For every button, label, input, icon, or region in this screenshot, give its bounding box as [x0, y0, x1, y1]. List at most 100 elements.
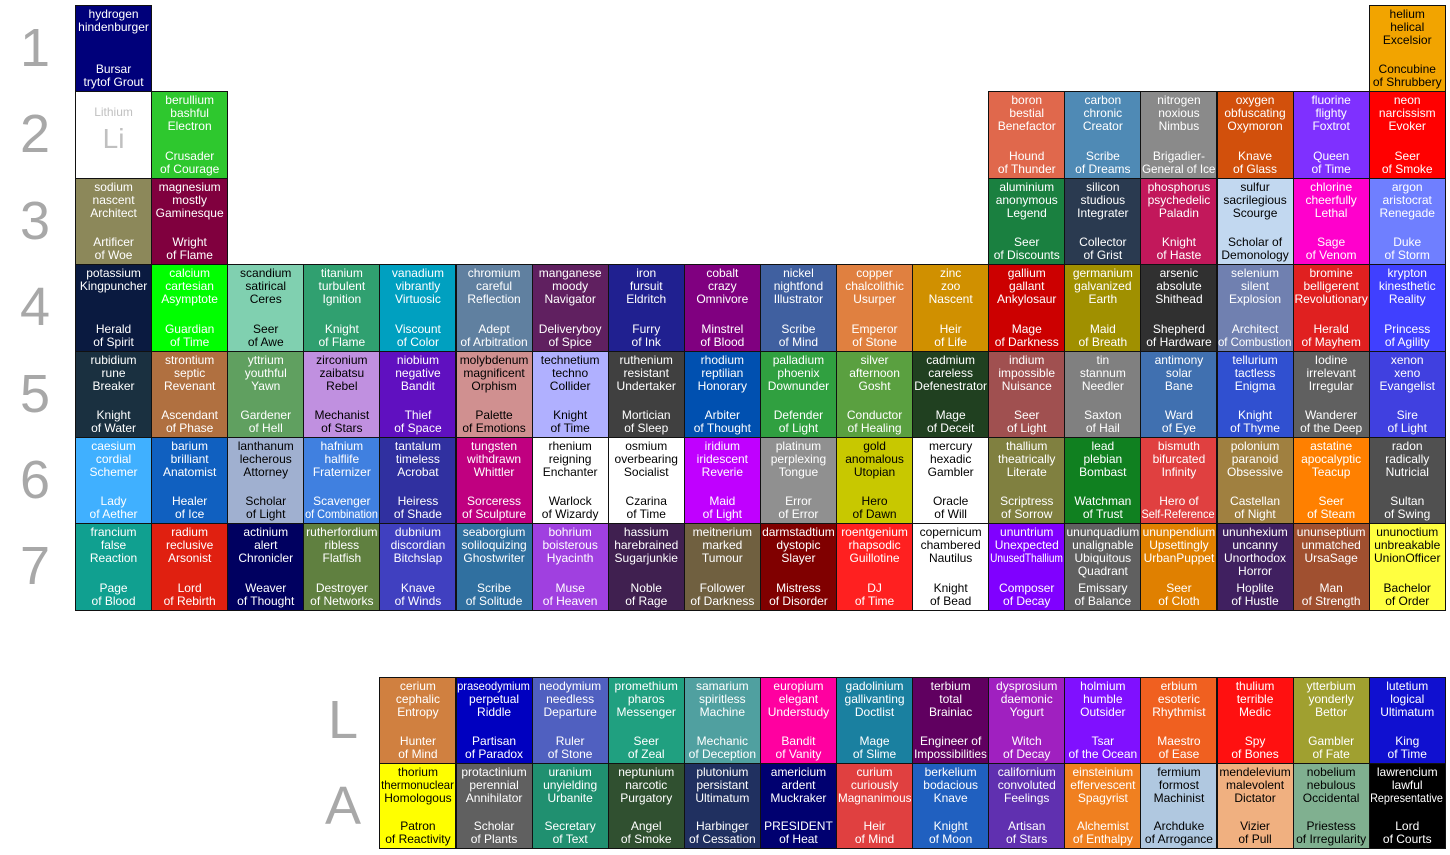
cell-bottom: Secretary of Text: [533, 820, 608, 846]
element-cell: nitrogen noxious Nimbus Brigadier- General o…: [1140, 91, 1218, 179]
cell-line: convoluted: [997, 777, 1056, 792]
cell-top: thallium theatrically Literate: [989, 440, 1064, 479]
cell-line: meitnerium: [692, 525, 753, 540]
element-cell: seaborgium soliloquizing Ghostwriter Scribe…: [455, 523, 533, 611]
cell-line: tantalum: [394, 439, 441, 453]
series-label: L: [327, 690, 359, 750]
cell-line: Mage: [935, 407, 966, 422]
cell-top: ununquadium unalignable Ubiquitous Quadrant: [1065, 526, 1140, 578]
cell-bottom: Composer of Decay: [989, 581, 1064, 608]
cell-line: palladium: [772, 352, 825, 367]
cell-line: bismuth: [1157, 439, 1200, 453]
cell-top: cerium cephalic Entropy: [380, 680, 455, 719]
element-cell: ununhexium uncanny Unorthodox Horror Hoplite…: [1216, 523, 1294, 611]
element-cell: europium elegant Understudy Bandit of Vanity: [759, 677, 837, 764]
cell-top: praseodymium perpetual Riddle: [457, 680, 532, 719]
cell-bottom: Scholar of Plants: [457, 820, 532, 846]
element-cell: ununpendium Upsettingly UrbanPuppet Seer of …: [1140, 523, 1218, 611]
cell-line: Gambler: [1308, 733, 1355, 748]
cell-line: Gardener: [240, 407, 292, 422]
cell-line: plutonium: [696, 764, 749, 779]
cell-line: of Darkness: [994, 334, 1059, 349]
element-cell: titanium turbulent Ignition Knight of Flame: [303, 264, 381, 352]
cell-line: Urbanite: [547, 790, 593, 805]
cell-line: Literate: [1006, 465, 1047, 479]
cell-line: radically: [1385, 452, 1430, 466]
cell-top: vanadium vibrantly Virtuosic: [380, 267, 455, 306]
element-cell: cerium cephalic Entropy Hunter of Mind: [379, 677, 457, 764]
cell-line: yonderly: [1308, 692, 1354, 706]
element-cell: osmium overbearing Socialist Czarina of Time: [607, 437, 685, 525]
cell-top: platinum perplexing Tongue: [761, 440, 836, 479]
cell-line: promethium: [614, 679, 678, 693]
cell-line: of Phase: [165, 420, 214, 435]
cell-line: plebian: [1083, 452, 1123, 466]
cell-line: Warlock: [548, 494, 592, 509]
cell-line: of Rage: [625, 593, 668, 608]
cell-line: Archduke: [1153, 819, 1205, 833]
cell-top: phosphorus psychedelic Paladin: [1141, 180, 1216, 220]
cell-line: cobalt: [706, 266, 739, 281]
cell-bottom: Mechanic of Deception: [685, 734, 760, 761]
cell-bottom: Harbinger of Cessation: [685, 820, 760, 846]
cell-line: of Flame: [166, 248, 213, 263]
cell-line: Chronicler: [238, 551, 294, 566]
cell-line: Hero of: [1159, 494, 1199, 509]
element-cell: neptunium narcotic Purgatory Angel of Smoke: [607, 762, 685, 849]
cell-line: UrbanPuppet: [1143, 551, 1215, 566]
cell-line: solar: [1165, 365, 1192, 380]
cell-line: Seer: [1014, 407, 1040, 422]
cell-line: Tsar: [1091, 733, 1115, 748]
cell-line: zinc: [939, 266, 962, 281]
element-cell: argon aristocrat Renegade Duke of Storm: [1368, 177, 1446, 266]
element-cell: sulfur sacrilegious Scourge Scholar of Demon…: [1216, 177, 1294, 266]
cell-line: Arbiter: [704, 407, 741, 422]
element-cell: thorium thermonuclear Homologous Patron of R…: [379, 762, 457, 849]
cell-line: osmium: [625, 439, 668, 453]
cell-line: hexadic: [929, 452, 972, 466]
element-cell: yttrium youthful Yawn Gardener of Hell: [227, 350, 305, 438]
cell-line: Needler: [1081, 378, 1124, 393]
cell-line: mendelevium: [1219, 764, 1291, 779]
cell-bottom: Scribe of Dreams: [1065, 149, 1140, 176]
cell-line: Knight: [553, 407, 588, 422]
cell-line: rubidium: [90, 352, 137, 367]
element-cell: caesium cordial Schemer Lady of Aether: [75, 437, 153, 525]
period-label: 7: [19, 536, 51, 597]
cell-line: antimony: [1154, 352, 1204, 367]
cell-line: of Light: [702, 507, 743, 522]
period-label: 3: [19, 190, 51, 251]
cell-line: Castellan: [1230, 494, 1281, 509]
element-cell: bohrium boisterous Hyacinth Muse of Heaven: [531, 523, 609, 611]
cell-line: psychedelic: [1147, 192, 1211, 207]
cell-line: Lady: [100, 494, 127, 509]
cell-line: of the Deep: [1300, 420, 1363, 435]
cell-line: of Hail: [1085, 420, 1120, 435]
cell-line: hafnium: [320, 439, 364, 453]
cell-bottom: Muse of Heaven: [533, 581, 608, 608]
cell-line: Princess: [1384, 321, 1431, 336]
cell-top: fermium formost Machinist: [1141, 765, 1216, 805]
cell-line: Weaver: [245, 580, 287, 595]
cell-line: Arsonist: [167, 551, 212, 566]
cell-line: Schemer: [89, 465, 138, 479]
cell-top: dysprosium daemonic Yogurt: [989, 680, 1064, 719]
cell-line: of Courage: [159, 161, 220, 176]
element-cell: magnesium mostly Gaminesque Wright of Flame: [151, 177, 229, 266]
cell-line: praseodymium: [457, 679, 530, 693]
cell-line: Mistress: [776, 580, 821, 595]
cell-line: of Moon: [928, 832, 973, 846]
cell-line: Destroyer: [315, 580, 368, 595]
cell-bottom: Herald of Mayhem: [1294, 322, 1369, 349]
cell-line: Sultan: [1390, 494, 1425, 509]
cell-line: copernicum: [919, 525, 982, 540]
element-cell: plutonium persistant Ultimatum Harbinger of …: [683, 762, 761, 849]
cell-bottom: Emperor of Stone: [837, 322, 912, 349]
cell-line: argon: [1391, 179, 1423, 194]
cell-line: Oracle: [932, 494, 969, 509]
element-cell: dysprosium daemonic Yogurt Witch of Decay: [988, 677, 1066, 764]
cell-line: obfuscating: [1224, 106, 1286, 121]
cell-line: Tongue: [778, 465, 819, 479]
cell-top: mendelevium malevolent Dictator: [1218, 764, 1293, 805]
